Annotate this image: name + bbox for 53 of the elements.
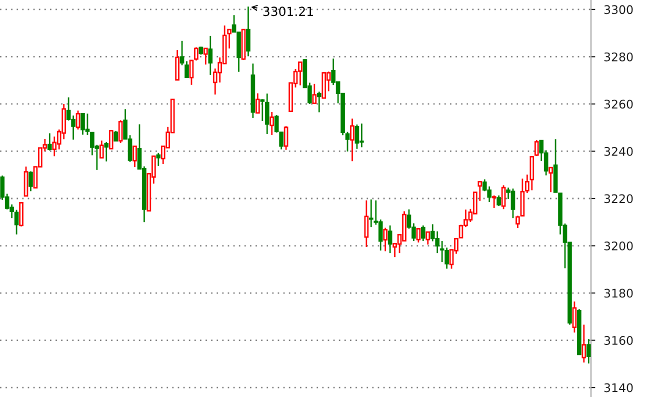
candlestick: [194, 46, 198, 62]
candlestick: [47, 132, 52, 152]
candlestick: [388, 224, 392, 254]
candlestick: [364, 200, 369, 248]
annotation: 3301.21: [263, 6, 313, 16]
candlestick: [586, 338, 591, 364]
candlestick: [260, 98, 265, 122]
candlestick: [114, 130, 118, 142]
y-tick-label: 3280: [604, 52, 633, 62]
candlestick: [264, 92, 270, 135]
y-tick-label: 3200: [604, 241, 633, 250]
candlestick: [104, 141, 109, 162]
candlestick: [420, 224, 426, 242]
candlestick: [284, 125, 288, 151]
candlestick: [246, 6, 250, 57]
candlestick: [180, 40, 184, 66]
candlestick: [312, 83, 317, 105]
candlestick: [175, 49, 180, 81]
candlestick: [28, 170, 33, 192]
candlestick: [256, 92, 260, 114]
candlestick: [316, 90, 322, 113]
candlestick: [99, 140, 104, 159]
y-tick-label: 3260: [604, 100, 633, 109]
candlestick: [132, 146, 137, 168]
candlestick: [345, 131, 350, 152]
candlestick: [208, 35, 213, 76]
candlestick: [492, 194, 496, 209]
candlestick: [416, 228, 421, 244]
candlestick: [204, 48, 208, 66]
candlestick: [270, 111, 274, 136]
candlestick: [501, 184, 506, 210]
y-tick-label: 3300: [604, 5, 633, 14]
y-tick-label: 3180: [604, 288, 633, 298]
candlestick: [426, 231, 430, 246]
candlestick: [572, 300, 577, 334]
candlestick: [108, 130, 114, 150]
candlestick: [534, 139, 539, 157]
y-tick-label: 3240: [604, 146, 633, 156]
candlestick: [548, 166, 553, 193]
candlestick: [189, 60, 194, 86]
candlestick: [227, 28, 232, 50]
candlestick: [184, 60, 189, 79]
y-tick-label: 3220: [604, 194, 633, 204]
candlestick: [118, 120, 123, 144]
candlestick: [156, 152, 161, 167]
y-tick-label: 3160: [604, 336, 633, 345]
candlestick: [496, 194, 501, 207]
candlestick: [19, 202, 24, 228]
y-tick-label: 3140: [604, 383, 633, 392]
candlestick: [383, 227, 388, 252]
candlestick: [582, 324, 586, 364]
candlestick: [76, 110, 80, 130]
candlestick: [350, 118, 354, 162]
